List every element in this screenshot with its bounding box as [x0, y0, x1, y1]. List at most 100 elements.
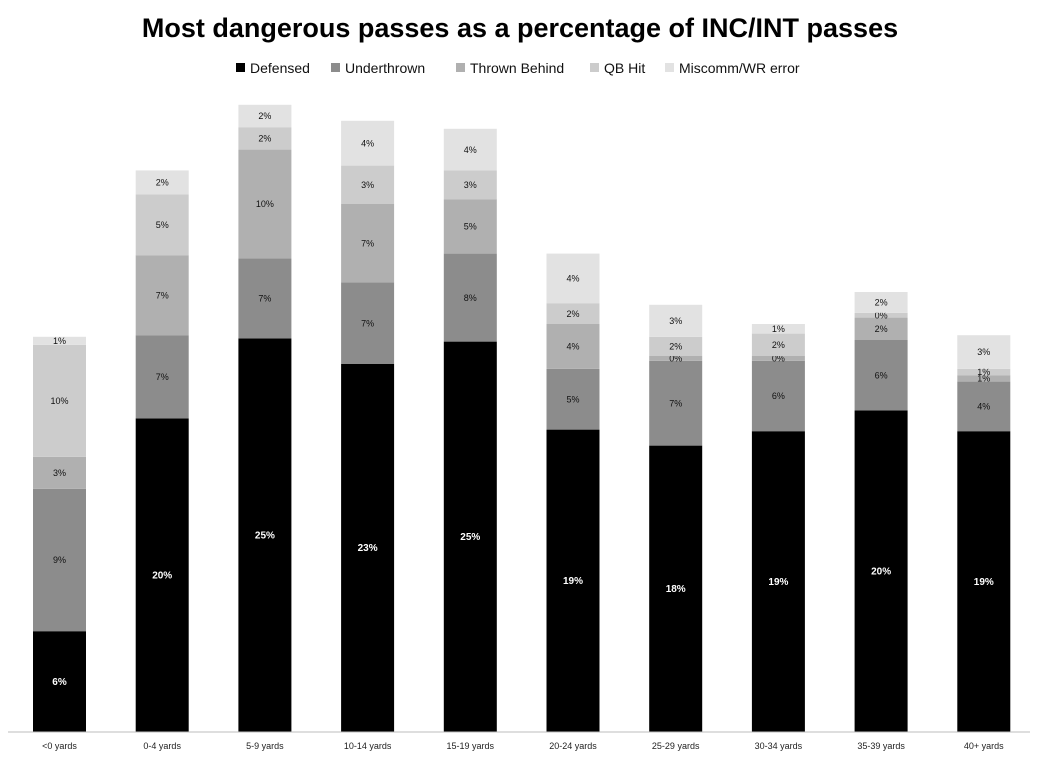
bar-stack-20-24-yards: 19% 5% 4% 2% 4% [546, 253, 600, 732]
legend-label: Defensed [250, 60, 310, 76]
bar-segment-qb-hit [238, 127, 292, 150]
data-label: 3% [669, 316, 682, 326]
bar-stack-10-14-yards: 23% 7% 7% 3% 4% [341, 120, 395, 732]
bar-segment-qb-hit [649, 336, 703, 356]
legend-swatch [665, 63, 674, 72]
legend-swatch [590, 63, 599, 72]
bar-segment-defensed [135, 418, 189, 732]
data-label: 1% [772, 324, 785, 334]
bar-segment-qb-hit [33, 344, 86, 457]
data-label: 6% [875, 370, 888, 380]
bar-segment-qb-hit [135, 194, 189, 256]
bar-segment-defensed [546, 429, 600, 732]
bar-segment-defensed [854, 410, 908, 732]
bar-segment-defensed [443, 341, 497, 732]
data-label: 7% [361, 318, 374, 328]
bar-stack-5-9-yards: 25% 7% 10% 2% 2% [238, 104, 292, 732]
bar-segment-miscomm-wr-error [854, 292, 908, 313]
data-label: 4% [566, 274, 579, 284]
bar-segment-defensed [341, 364, 395, 732]
data-label: 23% [358, 543, 378, 554]
bar-segment-underthrown [443, 253, 497, 342]
data-label: 2% [258, 111, 271, 121]
x-tick-label: 25-29 yards [652, 741, 700, 751]
bar-segment-thrown-behind [751, 356, 805, 361]
data-label: 10% [50, 396, 68, 406]
bar-stack-25-29-yards: 18% 7% 0% 2% 3% [649, 304, 703, 732]
bar-segment-underthrown [649, 360, 703, 446]
x-tick-label: 40+ yards [964, 741, 1004, 751]
data-label: 25% [460, 532, 480, 543]
data-label: 1% [53, 336, 66, 346]
bar-segment-miscomm-wr-error [443, 128, 497, 171]
data-label: 10% [256, 199, 274, 209]
chart-title: Most dangerous passes as a percentage of… [142, 13, 898, 43]
bar-segment-thrown-behind [135, 255, 189, 336]
data-label: 7% [669, 398, 682, 408]
bar-segment-thrown-behind [854, 317, 908, 340]
data-label: 1% [977, 374, 990, 384]
legend-swatch [331, 63, 340, 72]
bar-segment-thrown-behind [341, 204, 395, 283]
data-label: 9% [53, 555, 66, 565]
data-label: 4% [977, 402, 990, 412]
legend-label: Miscomm/WR error [679, 60, 800, 76]
bar-segment-defensed [751, 431, 805, 732]
bar-stack-35-39-yards: 20% 6% 2% 0% 2% [854, 292, 908, 732]
bar-segment-underthrown [957, 381, 1011, 432]
data-label: 0% [875, 310, 888, 320]
bar-segment-qb-hit [546, 303, 600, 324]
bar-segment-miscomm-wr-error [751, 324, 805, 334]
data-label: 2% [669, 342, 682, 352]
bar-segment-thrown-behind [649, 356, 703, 361]
bar-segment-qb-hit [443, 170, 497, 200]
legend-swatch [456, 63, 465, 72]
data-label: 3% [977, 347, 990, 357]
data-label: 8% [464, 293, 477, 303]
bar-segment-defensed [33, 631, 86, 732]
bar-segment-thrown-behind [443, 199, 497, 254]
data-label: 2% [566, 309, 579, 319]
bar-segment-miscomm-wr-error [341, 120, 395, 166]
x-tick-label: 30-34 yards [755, 741, 803, 751]
data-label: 0% [669, 354, 682, 364]
data-label: 6% [52, 677, 67, 688]
legend-item-qb-hit: QB Hit [590, 60, 645, 76]
data-label: 25% [255, 530, 275, 541]
bar-segment-miscomm-wr-error [238, 104, 292, 128]
bar-stack-0-4-yards: 20% 7% 7% 5% 2% [135, 170, 189, 732]
legend-item-miscomm-wr-error: Miscomm/WR error [665, 60, 800, 76]
bar-segment-underthrown [135, 335, 189, 419]
bar-segment-miscomm-wr-error [135, 170, 189, 195]
data-label: 19% [768, 577, 788, 588]
data-label: 19% [974, 577, 994, 588]
bar-segment-qb-hit [341, 165, 395, 204]
bar-segment-miscomm-wr-error [546, 253, 600, 304]
data-label: 3% [361, 180, 374, 190]
data-label: 1% [977, 367, 990, 377]
legend-swatch [236, 63, 245, 72]
data-label: 2% [875, 324, 888, 334]
data-label: 7% [361, 238, 374, 248]
data-label: 20% [871, 566, 891, 577]
bars-group: 6% 9% 3% 10% 1% 20% 7% 7% 5% 2% 25% 7% 10% 2% 2% 23% 7% 7… [33, 104, 1011, 732]
data-label: 18% [666, 584, 686, 595]
legend-item-underthrown: Underthrown [331, 60, 425, 76]
x-tick-label: 20-24 yards [549, 741, 597, 751]
bar-segment-defensed [649, 445, 703, 732]
data-label: 4% [464, 145, 477, 155]
legend-label: Underthrown [345, 60, 425, 76]
bar-segment-underthrown [341, 282, 395, 364]
bar-segment-underthrown [33, 488, 86, 632]
data-label: 7% [258, 294, 271, 304]
x-tick-label: 15-19 yards [447, 741, 495, 751]
legend-label: Thrown Behind [470, 60, 564, 76]
x-tick-label: 0-4 yards [143, 741, 181, 751]
bar-segment-underthrown [751, 360, 805, 432]
bar-segment-miscomm-wr-error [957, 335, 1011, 369]
data-label: 4% [566, 342, 579, 352]
data-label: 3% [464, 180, 477, 190]
data-label: 3% [53, 468, 66, 478]
bar-segment-qb-hit [854, 312, 908, 318]
